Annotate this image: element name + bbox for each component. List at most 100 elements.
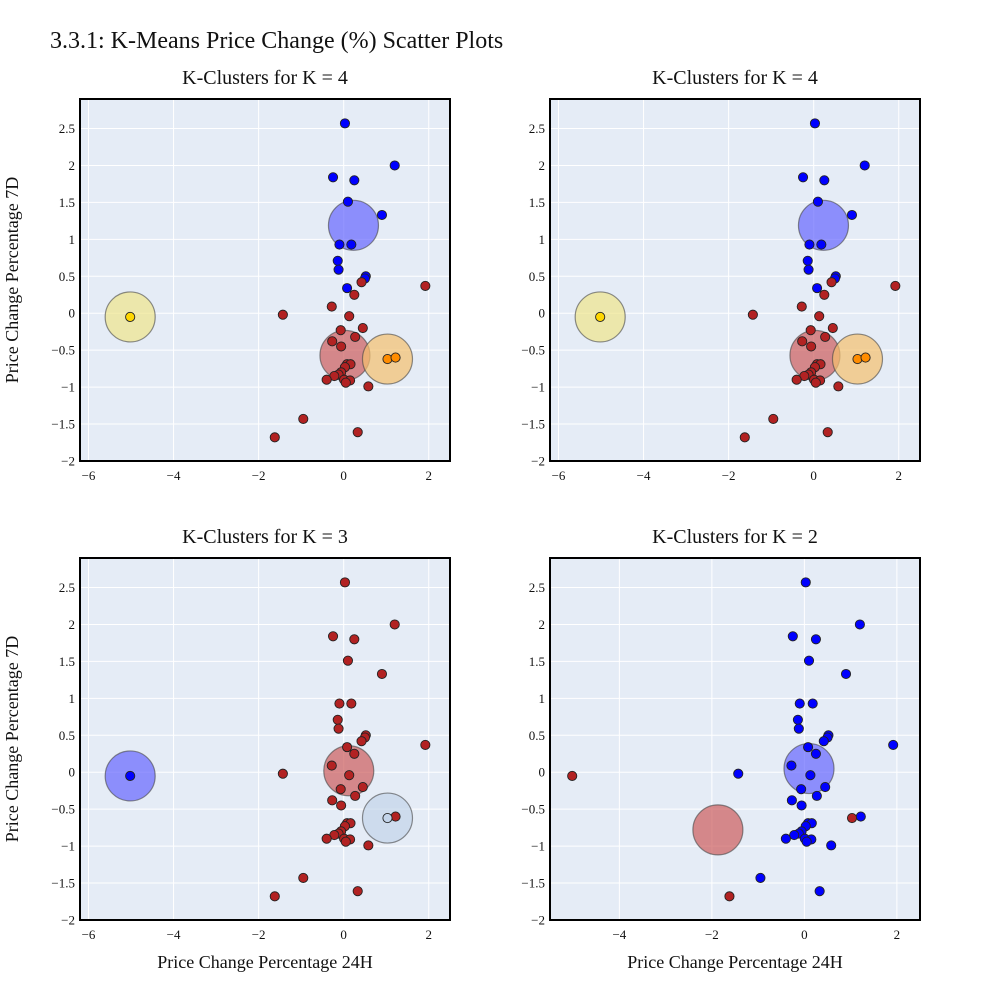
- plot-frame: [79, 557, 451, 921]
- data-point: [326, 760, 337, 771]
- data-point: [349, 634, 360, 645]
- data-point: [298, 872, 309, 883]
- data-point: [382, 812, 393, 824]
- data-point: [819, 175, 830, 186]
- data-point: [855, 811, 866, 822]
- data-point: [350, 790, 361, 801]
- y-tick-label: −2: [61, 913, 75, 928]
- data-point: [801, 836, 812, 847]
- chart-title: K-Clusters for K = 3: [182, 526, 348, 548]
- data-point: [811, 790, 822, 801]
- data-point: [342, 196, 353, 207]
- data-point: [333, 264, 344, 275]
- y-tick-label: −1.5: [51, 417, 75, 432]
- y-tick-label: 2.5: [59, 580, 75, 595]
- chart-3: −6 −4 −2 0 2 −2 −1.5 −1 −0.5 0 0.5 1 1.5 2 2.5 K-Cluste…: [2, 526, 451, 972]
- chart-title: K-Clusters for K = 2: [652, 526, 818, 548]
- y-tick-label: −1: [531, 380, 545, 395]
- data-point: [816, 239, 827, 250]
- data-point: [809, 118, 821, 129]
- data-point: [796, 301, 807, 312]
- data-point: [327, 795, 338, 806]
- plot-background: [550, 99, 920, 461]
- data-point: [747, 309, 758, 320]
- data-point: [890, 280, 901, 291]
- data-point: [567, 770, 578, 781]
- plot-background: [550, 558, 920, 920]
- data-point: [298, 413, 309, 424]
- chart-4: −4 −2 0 2 −2 −1.5 −1 −0.5 0 0.5 1 1.5 2 2.5 K-Clusters…: [521, 526, 921, 972]
- data-point: [803, 655, 815, 666]
- x-tick-label: −6: [552, 468, 566, 483]
- y-tick-label: 2: [69, 617, 76, 632]
- data-point: [810, 748, 821, 759]
- data-point: [336, 800, 347, 811]
- data-point: [810, 634, 821, 645]
- y-tick-label: 0.5: [59, 269, 75, 284]
- y-tick-label: 0: [69, 765, 76, 780]
- chart-title: K-Clusters for K = 4: [182, 67, 348, 89]
- y-tick-label: 0: [539, 306, 546, 321]
- data-point: [389, 619, 400, 630]
- data-point: [846, 209, 858, 221]
- data-point: [334, 239, 345, 250]
- data-point: [820, 781, 831, 793]
- plot-area: [574, 118, 901, 443]
- data-point: [820, 331, 831, 342]
- y-tick-label: 0.5: [529, 728, 545, 743]
- x-tick-label: 0: [340, 468, 347, 483]
- y-tick-label: 0: [69, 306, 76, 321]
- data-point: [376, 668, 388, 680]
- plot-area: [104, 118, 431, 443]
- data-point: [277, 768, 288, 779]
- data-point: [859, 160, 870, 171]
- data-point: [349, 289, 360, 300]
- x-axis-label: Price Change Percentage 24H: [627, 952, 842, 972]
- x-tick-label: −6: [82, 927, 96, 942]
- y-tick-label: 1.5: [59, 195, 75, 210]
- data-point: [755, 872, 766, 883]
- plot-area: [104, 577, 431, 902]
- data-point: [340, 836, 351, 847]
- data-point: [344, 311, 355, 322]
- plot-frame: [549, 98, 921, 462]
- data-point: [814, 886, 825, 897]
- data-point: [420, 739, 431, 750]
- data-point: [846, 812, 858, 824]
- data-point: [595, 311, 606, 322]
- x-tick-label: −4: [637, 468, 651, 483]
- x-tick-label: 0: [810, 468, 817, 483]
- x-tick-label: 2: [895, 468, 902, 483]
- y-tick-label: 1: [539, 232, 546, 247]
- y-tick-label: −0.5: [51, 802, 75, 817]
- data-point: [800, 577, 811, 588]
- chart-title: K-Clusters for K = 4: [652, 67, 818, 89]
- plot-frame: [549, 557, 921, 921]
- data-point: [860, 352, 871, 363]
- data-point: [335, 325, 346, 336]
- y-tick-label: 1.5: [529, 195, 545, 210]
- y-axis-label: Price Change Percentage 7D: [2, 636, 22, 842]
- data-point: [796, 784, 807, 795]
- y-tick-label: −1.5: [521, 417, 545, 432]
- data-point: [739, 432, 750, 443]
- y-tick-label: 0.5: [59, 728, 75, 743]
- y-tick-label: 2.5: [529, 121, 545, 136]
- data-point: [327, 336, 338, 347]
- data-point: [420, 280, 431, 291]
- data-point: [346, 698, 357, 709]
- data-point: [352, 427, 363, 438]
- x-tick-label: 0: [801, 927, 808, 942]
- data-point: [786, 795, 797, 806]
- x-tick-label: 2: [425, 468, 432, 483]
- data-point: [803, 742, 814, 753]
- data-point: [321, 374, 332, 385]
- y-tick-label: −0.5: [521, 343, 545, 358]
- x-tick-label: 2: [425, 927, 432, 942]
- data-point: [390, 352, 401, 363]
- plot-background: [80, 99, 450, 461]
- data-point: [346, 239, 357, 250]
- data-point: [791, 374, 802, 385]
- y-tick-label: 1: [69, 691, 76, 706]
